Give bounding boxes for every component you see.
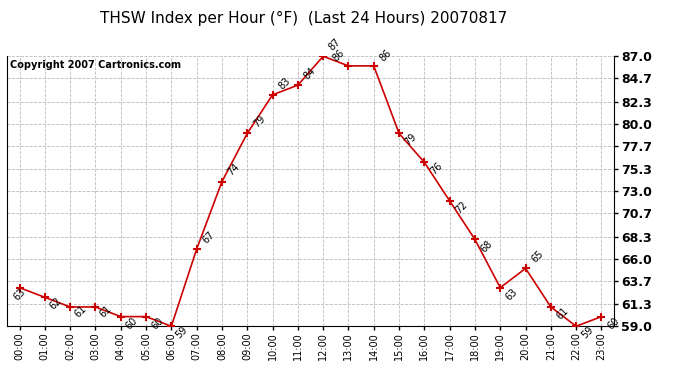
Text: 63: 63	[12, 286, 28, 302]
Text: 59: 59	[174, 325, 190, 341]
Text: 61: 61	[555, 306, 571, 321]
Text: 65: 65	[529, 249, 545, 264]
Text: 79: 79	[403, 132, 419, 148]
Text: 62: 62	[48, 296, 63, 312]
Text: 63: 63	[504, 286, 520, 302]
Text: Copyright 2007 Cartronics.com: Copyright 2007 Cartronics.com	[10, 60, 181, 70]
Text: 83: 83	[276, 75, 292, 91]
Text: 87: 87	[327, 37, 343, 52]
Text: 79: 79	[251, 114, 267, 129]
Text: 59: 59	[580, 325, 595, 341]
Text: 60: 60	[150, 315, 166, 331]
Text: 68: 68	[479, 238, 495, 254]
Text: 60: 60	[605, 315, 621, 331]
Text: 86: 86	[331, 47, 346, 63]
Text: THSW Index per Hour (°F)  (Last 24 Hours) 20070817: THSW Index per Hour (°F) (Last 24 Hours)…	[100, 11, 507, 26]
Text: 86: 86	[377, 47, 393, 63]
Text: 74: 74	[226, 162, 241, 178]
Text: 60: 60	[124, 315, 139, 331]
Text: 72: 72	[453, 200, 469, 215]
Text: 61: 61	[72, 304, 88, 320]
Text: 84: 84	[302, 66, 317, 81]
Text: 61: 61	[98, 304, 114, 320]
Text: 67: 67	[201, 230, 216, 245]
Text: 76: 76	[428, 161, 444, 177]
